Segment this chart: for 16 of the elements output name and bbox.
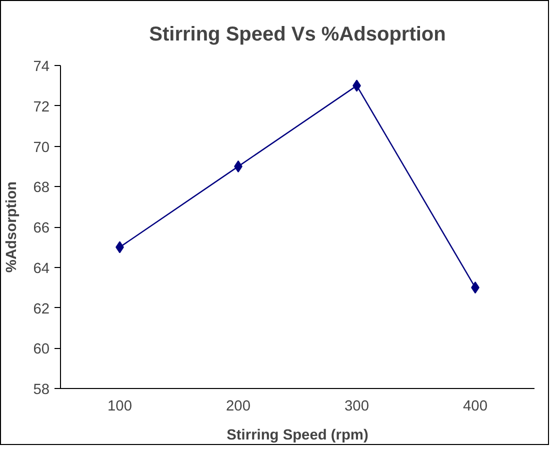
chart-title: Stirring Speed Vs %Adsoprtion — [149, 24, 446, 46]
x-tick-label: 300 — [344, 398, 369, 414]
y-tick-label: 74 — [33, 59, 50, 75]
y-tick-label: 62 — [33, 301, 50, 318]
y-tick-label: 60 — [33, 342, 50, 358]
y-axis-title: %Adsorption — [4, 181, 20, 273]
y-tick-label: 68 — [33, 180, 50, 196]
y-tick-label: 64 — [33, 260, 50, 277]
x-axis-title: Stirring Speed (rpm) — [226, 428, 368, 444]
y-tick-label: 72 — [33, 99, 50, 116]
y-tick-label: 58 — [33, 382, 50, 398]
x-tick-label: 100 — [108, 398, 132, 414]
x-tick-label: 200 — [226, 398, 250, 414]
y-tick-label: 70 — [33, 140, 50, 156]
y-tick-label: 66 — [33, 220, 50, 236]
x-tick-label: 400 — [463, 398, 488, 414]
